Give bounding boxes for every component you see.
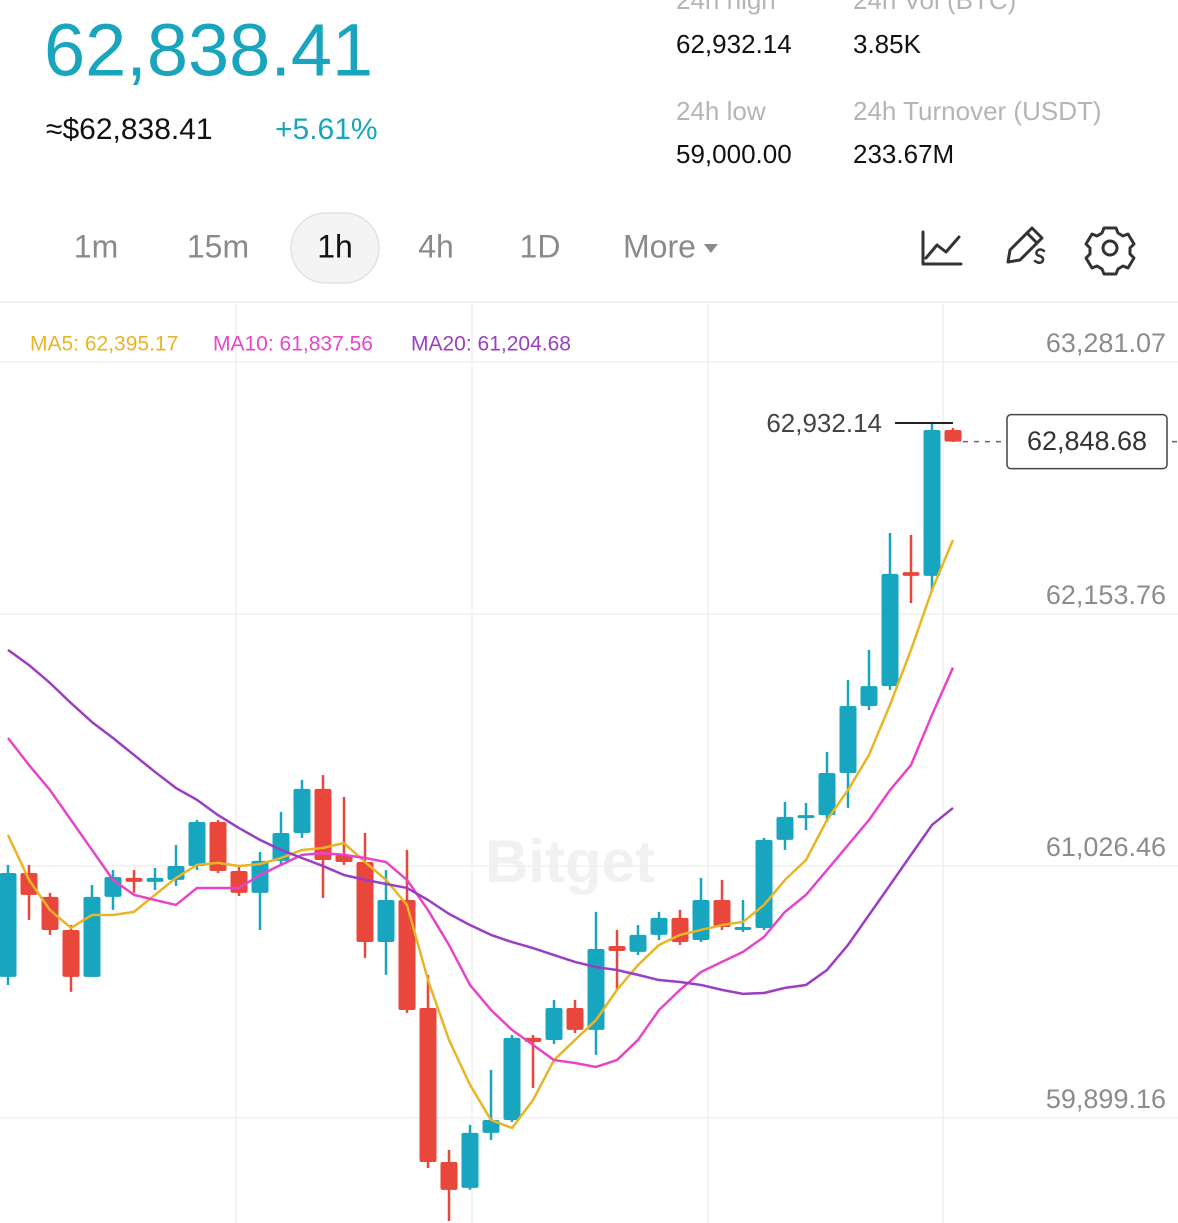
candle-body — [776, 816, 794, 840]
chart — [0, 361, 1178, 1221]
watermark: Bitget — [485, 828, 655, 895]
candle-body — [356, 862, 374, 943]
high-marker-label: 62,932.14 — [766, 408, 882, 438]
chart-type-icon[interactable] — [921, 230, 963, 266]
y-tick-label: 61,026.46 — [1046, 832, 1166, 862]
candle-body — [923, 429, 941, 576]
timeframe-tab[interactable]: 1h — [317, 228, 353, 264]
candle-body — [587, 948, 605, 1030]
candle-body — [797, 815, 815, 819]
candle-body — [860, 686, 878, 707]
y-tick-label: 59,899.16 — [1046, 1084, 1166, 1114]
candle-body — [440, 1161, 458, 1190]
candle-body — [83, 896, 101, 977]
stat-value: 62,932.14 — [676, 29, 792, 59]
candle-body — [188, 822, 206, 867]
usd-price: ≈$62,838.41 — [46, 113, 213, 146]
active-tab-bg — [290, 212, 380, 284]
candle-body — [755, 839, 773, 928]
timeframe-tab[interactable]: More — [623, 228, 696, 264]
stat-label: 24h Turnover (USDT) — [853, 96, 1102, 126]
candle-body — [566, 1007, 584, 1030]
moving-average-line — [6, 539, 955, 1130]
stat-label: 24h Vol (BTC) — [853, 0, 1016, 15]
candle-body — [398, 900, 416, 1010]
candle-body — [272, 832, 290, 861]
timeframe-tab[interactable]: 1m — [74, 228, 118, 264]
candle-body — [146, 877, 164, 882]
price-change: +5.61% — [275, 113, 378, 146]
timeframe-tabs: 1m 15m 1h 4h 1D More — [74, 212, 718, 284]
candle-body — [125, 877, 143, 882]
y-tick-label: 63,281.07 — [1046, 328, 1166, 358]
candle-body — [818, 773, 836, 816]
candle-body — [734, 927, 752, 931]
candle-body — [0, 872, 17, 977]
candle-body — [482, 1119, 500, 1133]
draw-tool-icon[interactable] — [1006, 226, 1046, 265]
stat-value: 3.85K — [853, 29, 922, 59]
candle-body — [881, 573, 899, 687]
candle-body — [629, 934, 647, 952]
last-price-box — [1006, 413, 1168, 470]
candle-body — [377, 900, 395, 943]
candle-body — [944, 429, 962, 442]
candle-body — [713, 900, 731, 928]
timeframe-tab[interactable]: 1D — [520, 228, 561, 264]
moving-average-line — [7, 648, 954, 996]
stat-value: 233.67M — [853, 139, 954, 169]
candle-body — [251, 860, 269, 893]
moving-average-line — [7, 667, 955, 1069]
candle-body — [314, 788, 332, 861]
legend-entry: MA20: 61,204.68 — [411, 333, 571, 356]
timeframe-tab[interactable]: 15m — [187, 228, 249, 264]
stat-value: 59,000.00 — [676, 139, 792, 169]
y-tick-label: 62,153.76 — [1046, 580, 1166, 610]
legend-entry: MA10: 61,837.56 — [213, 333, 373, 356]
stat-label: 24h high — [676, 0, 776, 15]
candle-body — [230, 870, 248, 893]
timeframe-tab[interactable]: 4h — [418, 228, 454, 264]
candle-body — [692, 900, 710, 941]
settings-icon[interactable] — [1084, 226, 1136, 276]
stat-label: 24h low — [676, 96, 766, 126]
candle-body — [503, 1037, 521, 1120]
candle-body — [20, 872, 38, 895]
candle-body — [650, 917, 668, 935]
candle-body — [293, 788, 311, 833]
last-price: 62,838.41 — [44, 9, 373, 92]
candle-body — [839, 706, 857, 774]
candle-body — [545, 1007, 563, 1040]
candle-body — [461, 1132, 479, 1188]
candle-body — [62, 929, 80, 977]
candle-body — [902, 572, 920, 576]
candle-body — [608, 946, 626, 951]
dropdown-caret — [703, 244, 718, 253]
legend-entry: MA5: 62,395.17 — [30, 333, 178, 356]
vertical-grid — [235, 303, 944, 1223]
candle-body — [209, 822, 227, 871]
candle-body — [419, 1007, 437, 1162]
last-price-label: 62,848.68 — [1027, 426, 1147, 456]
